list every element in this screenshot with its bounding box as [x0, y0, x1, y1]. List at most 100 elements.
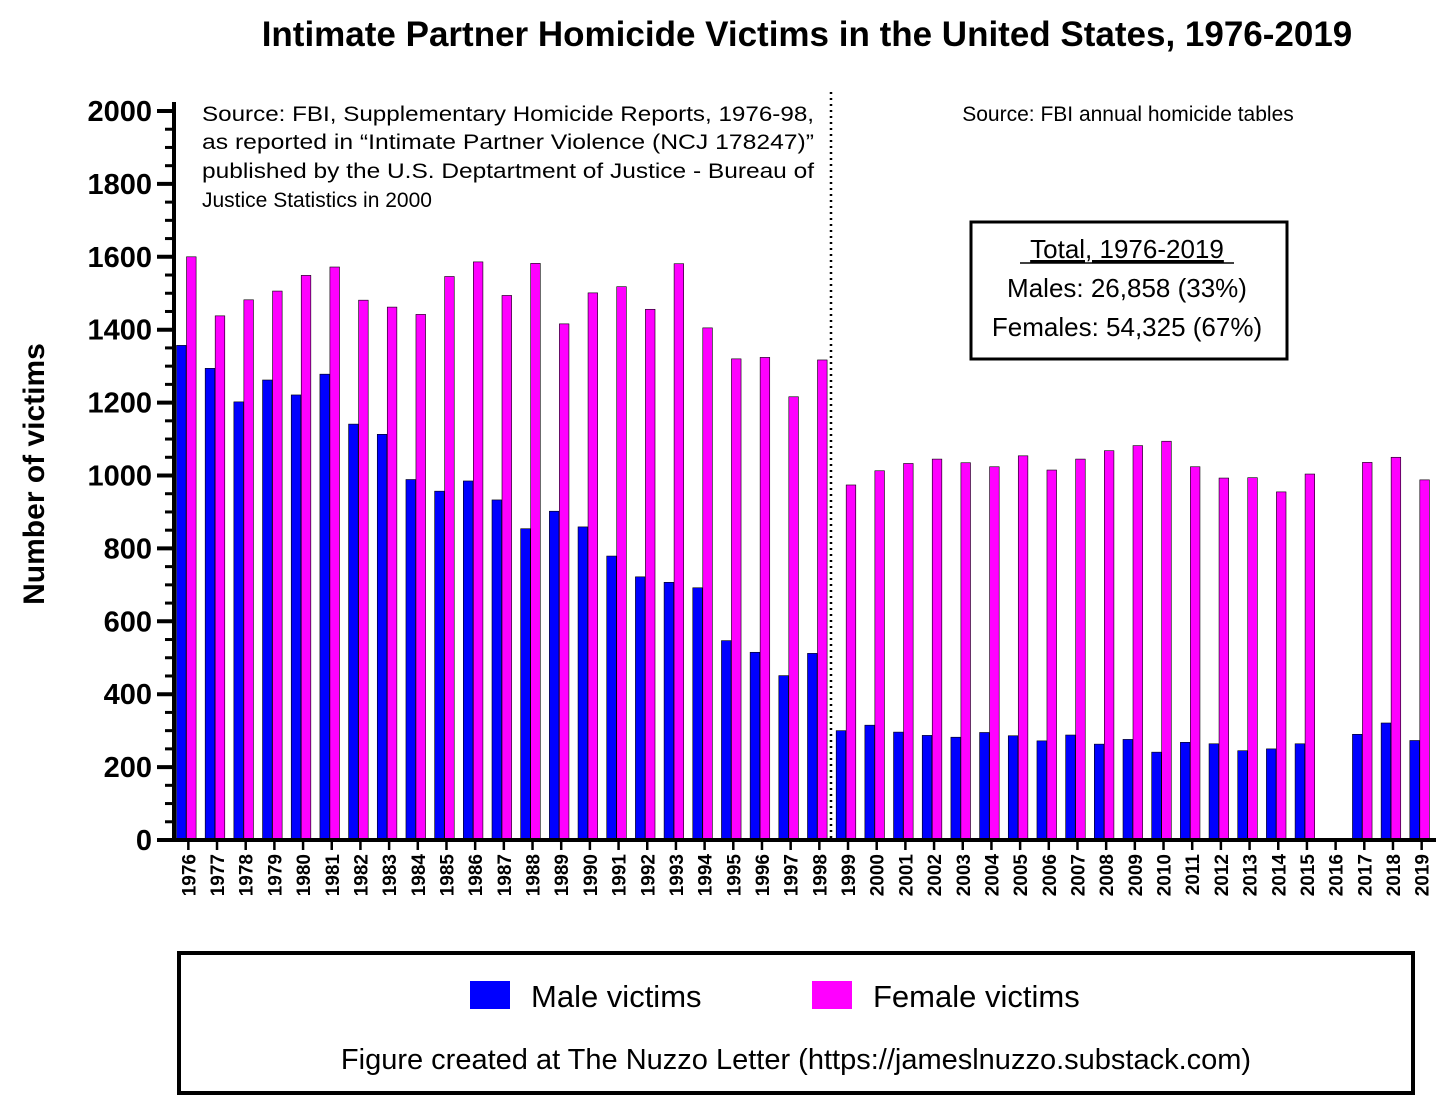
x-tick-label-2000: 2000	[868, 854, 889, 896]
female-bar-2013	[1247, 477, 1258, 841]
x-tick-label-2010: 2010	[1155, 854, 1176, 896]
legend-box: Male victims Female victims Figure creat…	[177, 951, 1415, 1095]
female-bar-1994	[702, 327, 713, 841]
female-bar-1988	[530, 263, 541, 841]
x-tick-label-2005: 2005	[1011, 854, 1032, 897]
female-bar-1997	[788, 396, 799, 841]
male-bar-1980	[290, 394, 302, 841]
x-tick-label-2014: 2014	[1269, 854, 1290, 897]
female-bar-1989	[559, 323, 570, 841]
female-bar-2000	[874, 470, 885, 841]
y-tick-label: 1400	[87, 315, 152, 347]
x-tick-label-1976: 1976	[179, 854, 200, 896]
female-bar-1992	[645, 308, 656, 841]
y-tick-label: 1600	[87, 242, 152, 274]
female-bar-1996	[759, 357, 771, 841]
x-axis-ticks: 1976 1977 1978 1979 1980 1981 1982 1983 1984 1985…	[179, 840, 1434, 897]
male-bar-1977	[204, 368, 216, 841]
left-source-line-1: Source: FBI, Supplementary Homicide Repo…	[202, 103, 814, 126]
x-tick-label-1985: 1985	[437, 854, 458, 897]
male-bar-1996	[749, 651, 761, 841]
female-bar-1985	[444, 276, 455, 841]
x-tick-label-1981: 1981	[323, 854, 344, 897]
female-bar-2007	[1075, 458, 1086, 841]
x-tick-label-1980: 1980	[294, 854, 315, 896]
female-bar-1976	[186, 256, 197, 841]
male-bar-2009	[1122, 739, 1133, 841]
y-tick-label: 1000	[87, 461, 152, 493]
female-bar-2017	[1362, 462, 1373, 841]
total-box-males: Males: 26,858 (33%)	[1007, 273, 1247, 303]
male-bar-1990	[577, 526, 588, 841]
female-bar-2019	[1419, 479, 1430, 841]
male-bar-1983	[376, 434, 388, 841]
x-tick-label-2009: 2009	[1126, 854, 1147, 896]
female-bar-1977	[214, 315, 226, 841]
figure-credit: Figure created at The Nuzzo Letter (http…	[341, 1044, 1251, 1076]
female-bar-1986	[473, 261, 484, 841]
y-tick-label: 0	[136, 825, 152, 857]
female-bar-1998	[817, 359, 828, 841]
male-bar-1987	[491, 499, 502, 841]
male-bar-2001	[893, 731, 904, 841]
male-bar-1995	[721, 640, 732, 841]
right-source-note: Source: FBI annual homicide tables	[962, 103, 1294, 126]
female-bar-1983	[386, 306, 398, 841]
x-tick-label-1994: 1994	[696, 854, 717, 897]
x-tick-label-1990: 1990	[581, 854, 602, 896]
female-bar-1978	[243, 299, 254, 841]
x-tick-label-1978: 1978	[237, 854, 258, 896]
male-bar-2015	[1294, 743, 1305, 841]
male-bar-2013	[1237, 750, 1248, 841]
male-bar-1991	[606, 555, 617, 841]
x-tick-label-1998: 1998	[810, 854, 831, 896]
male-bar-2014	[1266, 748, 1277, 841]
x-tick-label-1996: 1996	[753, 854, 774, 896]
x-tick-label-1988: 1988	[524, 854, 545, 896]
male-bar-2012	[1208, 743, 1219, 841]
female-bar-1981	[329, 266, 340, 841]
male-bar-1981	[319, 373, 330, 841]
x-tick-label-1982: 1982	[351, 854, 372, 896]
total-box: Total, 1976-2019 Males: 26,858 (33%) Fem…	[969, 220, 1289, 361]
female-bar-1982	[358, 299, 369, 841]
x-tick-label-2006: 2006	[1040, 854, 1061, 896]
x-tick-label-2018: 2018	[1384, 854, 1405, 896]
male-bar-2017	[1352, 733, 1363, 841]
female-bar-2014	[1276, 491, 1287, 841]
x-tick-label-1986: 1986	[466, 854, 487, 896]
total-box-heading: Total, 1976-2019	[1030, 234, 1224, 264]
female-bar-2009	[1132, 445, 1143, 841]
female-bar-1984	[415, 314, 426, 841]
x-tick-label-2013: 2013	[1241, 854, 1262, 896]
x-tick-label-2019: 2019	[1413, 854, 1434, 896]
x-tick-label-2004: 2004	[982, 854, 1003, 897]
x-tick-label-1999: 1999	[839, 854, 860, 896]
male-bar-2005	[1007, 735, 1019, 841]
chart-title: Intimate Partner Homicide Victims in the…	[262, 15, 1353, 54]
x-tick-label-1992: 1992	[638, 854, 659, 896]
legend-label-female: Female victims	[873, 979, 1080, 1014]
female-bar-2015	[1304, 473, 1315, 841]
male-bar-2008	[1094, 743, 1105, 841]
x-tick-label-1991: 1991	[610, 854, 631, 897]
male-bar-1988	[520, 528, 531, 841]
male-bar-1984	[405, 479, 416, 841]
male-bar-1997	[778, 675, 789, 841]
x-tick-label-2003: 2003	[954, 854, 975, 896]
female-bar-1987	[501, 295, 512, 841]
female-bar-2006	[1046, 469, 1057, 841]
y-tick-label: 600	[104, 606, 152, 638]
male-bar-2018	[1380, 722, 1392, 841]
male-bar-2004	[979, 732, 990, 841]
male-bar-1976	[176, 345, 187, 841]
legend-swatch-female	[812, 981, 852, 1009]
male-bar-1982	[348, 423, 359, 841]
male-bar-1992	[635, 576, 646, 841]
y-axis-label: Number of victims	[18, 343, 51, 605]
female-bar-1990	[587, 292, 598, 841]
male-bar-1978	[233, 401, 244, 841]
y-tick-label: 2000	[87, 96, 152, 128]
y-tick-label: 400	[104, 679, 152, 711]
